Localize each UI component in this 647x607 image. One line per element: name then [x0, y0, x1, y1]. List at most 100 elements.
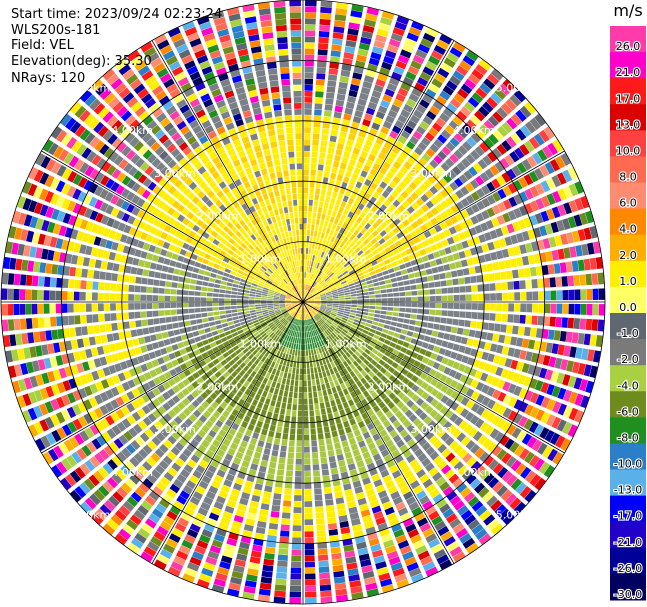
- velocity-gate: [385, 156, 394, 165]
- velocity-gate: [319, 293, 326, 297]
- velocity-gate: [282, 319, 287, 325]
- velocity-gate: [99, 504, 112, 516]
- velocity-gate: [262, 289, 269, 293]
- velocity-gate: [287, 354, 292, 361]
- velocity-gate: [175, 261, 183, 269]
- velocity-gate: [104, 191, 114, 202]
- velocity-gate: [227, 447, 236, 456]
- velocity-gate: [320, 6, 332, 14]
- velocity-gate: [303, 193, 308, 200]
- velocity-gate: [369, 95, 380, 105]
- velocity-gate: [410, 534, 422, 544]
- velocity-gate: [319, 326, 324, 333]
- velocity-gate: [395, 327, 402, 333]
- velocity-gate: [295, 452, 302, 459]
- velocity-gate: [373, 282, 380, 287]
- velocity-gate: [445, 387, 454, 397]
- velocity-gate: [349, 234, 356, 241]
- velocity-gate: [380, 495, 390, 505]
- velocity-gate: [350, 153, 359, 161]
- velocity-gate: [416, 314, 423, 321]
- velocity-gate: [307, 305, 313, 310]
- velocity-gate: [360, 282, 367, 286]
- velocity-gate: [399, 263, 406, 270]
- velocity-gate: [393, 528, 405, 538]
- velocity-gate: [184, 418, 194, 427]
- velocity-gate: [112, 374, 121, 385]
- velocity-gate: [358, 354, 366, 362]
- velocity-gate: [283, 311, 289, 316]
- velocity-gate: [309, 302, 315, 304]
- velocity-gate: [216, 405, 225, 414]
- velocity-gate: [347, 133, 356, 141]
- velocity-gate: [281, 346, 286, 353]
- velocity-gate: [330, 274, 336, 279]
- velocity-gate: [82, 232, 90, 243]
- velocity-gate: [421, 168, 431, 178]
- velocity-gate: [323, 364, 329, 371]
- velocity-gate: [304, 127, 311, 134]
- velocity-gate: [378, 359, 386, 366]
- velocity-gate: [257, 315, 264, 319]
- velocity-gate: [313, 249, 317, 256]
- velocity-gate: [182, 242, 190, 250]
- velocity-gate: [327, 222, 333, 229]
- velocity-gate: [429, 337, 437, 344]
- velocity-gate: [470, 402, 480, 413]
- velocity-gate: [307, 343, 311, 350]
- velocity-gate: [251, 399, 259, 407]
- velocity-gate: [304, 313, 307, 320]
- velocity-gate: [513, 314, 520, 324]
- velocity-gate: [372, 213, 379, 221]
- velocity-gate: [377, 105, 388, 114]
- velocity-gate: [410, 428, 420, 438]
- velocity-gate: [415, 49, 428, 59]
- velocity-gate: [439, 221, 448, 230]
- velocity-gate: [479, 141, 490, 153]
- velocity-gate: [504, 335, 512, 345]
- velocity-gate: [465, 119, 477, 130]
- velocity-gate: [305, 338, 308, 344]
- velocity-gate: [346, 432, 354, 440]
- velocity-gate: [44, 276, 51, 287]
- velocity-gate: [345, 101, 355, 110]
- velocity-gate: [232, 456, 242, 465]
- velocity-gate: [122, 293, 129, 301]
- velocity-gate: [280, 307, 287, 311]
- velocity-gate: [300, 313, 302, 320]
- velocity-gate: [44, 175, 55, 188]
- velocity-gate: [235, 451, 244, 460]
- velocity-gate: [201, 286, 208, 292]
- velocity-gate: [462, 55, 476, 67]
- velocity-gate: [364, 366, 371, 374]
- velocity-gate: [188, 366, 197, 374]
- velocity-gate: [329, 368, 335, 375]
- velocity-gate: [467, 496, 480, 508]
- velocity-gate: [487, 151, 498, 163]
- velocity-gate: [297, 422, 303, 429]
- velocity-gate: [248, 506, 258, 515]
- velocity-gate: [392, 496, 403, 506]
- velocity-gate: [333, 379, 340, 387]
- velocity-gate: [206, 370, 214, 378]
- velocity-gate: [162, 241, 171, 250]
- velocity-gate: [207, 261, 215, 267]
- velocity-gate: [592, 350, 601, 363]
- velocity-gate: [283, 427, 289, 434]
- velocity-gate: [118, 331, 126, 340]
- velocity-gate: [316, 321, 321, 327]
- velocity-gate: [466, 456, 477, 468]
- velocity-gate: [320, 294, 327, 298]
- velocity-gate: [111, 425, 122, 436]
- velocity-gate: [336, 357, 342, 365]
- velocity-gate: [160, 324, 167, 332]
- velocity-gate: [583, 364, 592, 377]
- velocity-gate: [432, 170, 442, 180]
- velocity-gate: [47, 370, 56, 383]
- velocity-gate: [363, 305, 370, 309]
- velocity-gate: [297, 410, 303, 417]
- velocity-gate: [411, 245, 419, 253]
- velocity-gate: [255, 445, 263, 454]
- velocity-gate: [70, 254, 79, 265]
- velocity-gate: [56, 164, 67, 177]
